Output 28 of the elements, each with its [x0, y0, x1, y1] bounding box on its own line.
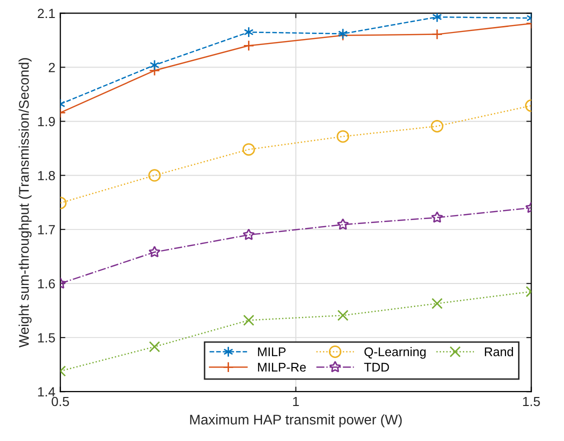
point — [337, 310, 348, 321]
legend-label: MILP — [258, 348, 286, 356]
point — [336, 218, 349, 230]
y-tick-label: 1.5 — [38, 333, 55, 342]
x-tick-label: 0.5 — [52, 396, 69, 406]
y-tick-label: 1.6 — [38, 279, 55, 288]
y-tick-label: 1.8 — [38, 170, 55, 180]
y-tick-label: 2 — [48, 62, 55, 72]
y-tick-label: 1.9 — [38, 116, 55, 126]
point — [243, 314, 254, 326]
point — [148, 169, 161, 182]
legend-label: Q-Learning — [364, 347, 426, 359]
legend-label: TDD — [364, 362, 389, 372]
y-axis-title: Weight sum-throughput (Transmission/Second) — [18, 58, 32, 348]
point — [148, 246, 161, 258]
point — [336, 130, 350, 143]
x-tick-label: 1 — [293, 396, 299, 406]
y-tick-label: 1.7 — [38, 225, 55, 234]
point — [243, 40, 254, 52]
x-axis-title: Maximum HAP transmit power (W) — [190, 414, 402, 428]
legend-label: Rand — [484, 347, 513, 356]
point — [148, 341, 160, 352]
y-tick-label: 2.1 — [38, 8, 55, 18]
point — [242, 228, 255, 240]
y-tick-label: 1.4 — [38, 387, 56, 396]
point — [242, 143, 255, 156]
x-tick-label: 1.5 — [523, 396, 540, 406]
legend-label: MILP-Re — [258, 362, 306, 372]
